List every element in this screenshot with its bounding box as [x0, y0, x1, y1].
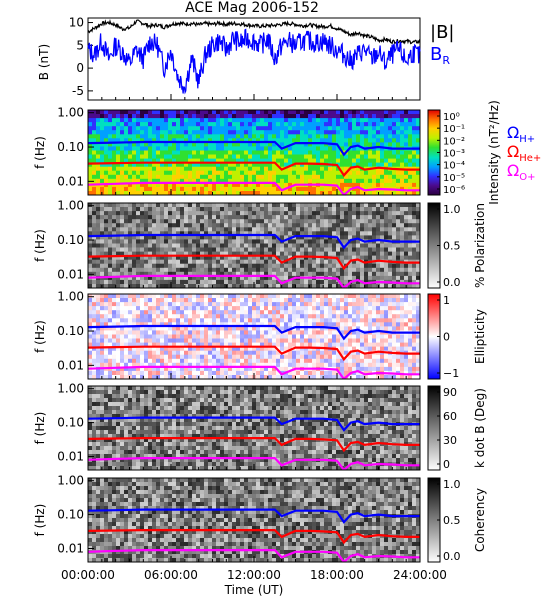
y-tick-label: 0.01 [57, 358, 84, 372]
trace-He-plus [88, 254, 420, 271]
power-panel: 1.000.100.01f (Hz)10⁰10⁻¹10⁻²10⁻³10⁻⁴10⁻… [33, 100, 501, 205]
y-tick-label: 0.10 [57, 324, 84, 338]
y-tick-label: 1.00 [57, 106, 84, 120]
colorbar-label: % Polarization [473, 203, 487, 288]
colorbar-label: Ellipticity [473, 309, 487, 364]
colorbar-tick-label: 60 [443, 410, 457, 423]
colorbar-tick-label: 90 [443, 386, 457, 399]
ellipticity-heatmap [88, 294, 420, 379]
trace-He-plus [88, 161, 420, 178]
y-tick-label: 1.00 [57, 382, 84, 396]
trace-He-plus [88, 345, 420, 362]
y-tick-label: 0.10 [57, 416, 84, 430]
x-tick-label: 12:00:00 [227, 568, 281, 582]
series-line-B-R [87, 28, 421, 95]
x-tick-label: 06:00:00 [144, 568, 198, 582]
colorbar-tick-label: 0.5 [443, 514, 461, 527]
colorbar-label: k dot B (Deg) [473, 388, 487, 468]
field-y-tick-label: -5 [72, 84, 84, 98]
colorbar-tick-label: 10⁰ [443, 112, 460, 123]
trace-H-plus [88, 233, 420, 250]
field-ylabel: B (nT) [37, 44, 51, 80]
colorbar-tick-label: 0.5 [443, 240, 461, 253]
ellipticity-panel: 1.00 0.10 0.01 f (Hz) 1 0 −1 Ellipticity [33, 290, 487, 380]
trace-H-plus [88, 416, 420, 432]
y-tick-label: 0.01 [57, 450, 84, 464]
trace-O-plus [88, 181, 420, 195]
colorbar-tick-label: 0.0 [443, 276, 461, 289]
y-tick-label: 0.01 [57, 174, 84, 188]
x-tick-label: 18:00:00 [310, 568, 364, 582]
y-tick-label: 0.01 [57, 267, 84, 281]
y-tick-label: 0.01 [57, 542, 84, 556]
colorbar-tick-label: 10⁻¹ [443, 124, 465, 135]
polarization-panel: 1.00 0.10 0.01 f (Hz) 1.0 0.5 0.0 % Polarizatio… [33, 199, 487, 289]
chart-title: ACE Mag 2006-152 [185, 0, 319, 16]
colorbar-tick-label: 30 [443, 434, 457, 447]
legend-B-R: BR [430, 44, 450, 67]
y-tick-label: 0.10 [57, 508, 84, 522]
colorbar-tick-label: 1.0 [443, 478, 461, 491]
x-tick-label: 24:00:00 [393, 568, 447, 582]
trace-H-plus [88, 324, 420, 341]
kdotb-panel: 1.00 0.10 0.01 f (Hz) 90 60 30 0 k dot B (Deg) [33, 382, 487, 471]
series-line-B-magnitude [87, 18, 421, 45]
colorbar-tick-label: 10⁻² [443, 136, 465, 147]
field-panel: B (nT) -5 0 5 10 |B| BR [37, 16, 454, 101]
y-axis-label: f (Hz) [33, 412, 47, 445]
x-axis-label: Time (UT) [224, 583, 284, 597]
field-y-ticks: -5 0 5 10 [69, 16, 93, 98]
colorbar-tick-label: 0.0 [443, 550, 461, 563]
trace-He-plus [88, 437, 420, 453]
y-axis-label: f (Hz) [33, 504, 47, 537]
colorbar-tick-label: 10⁻⁴ [443, 161, 465, 172]
spectral-panels: 1.000.100.01f (Hz)10⁰10⁻¹10⁻²10⁻³10⁻⁴10⁻… [33, 100, 501, 563]
colorbar-tick-label: 0 [443, 458, 450, 471]
y-axis-label: f (Hz) [33, 229, 47, 262]
y-tick-label: 1.00 [57, 474, 84, 488]
power-heatmap [88, 110, 420, 195]
field-y-tick-label: 0 [76, 61, 84, 75]
gyrofrequency-legend: ΩH+ ΩHe+ ΩO+ [507, 123, 541, 183]
y-tick-label: 0.10 [57, 140, 84, 154]
coherency-panel: 1.00 0.10 0.01 f (Hz) 1.0 0.5 0.0 Coherency [33, 474, 487, 563]
colorbar-label: Intensity (nT²/Hz) [487, 100, 501, 205]
trace-H-plus [88, 140, 420, 157]
y-axis-label: f (Hz) [33, 136, 47, 169]
time-axis: 00:00:00 06:00:00 12:00:00 18:00:00 24:00:00 [61, 94, 447, 582]
y-axis-label: f (Hz) [33, 320, 47, 353]
trace-O-plus [88, 457, 420, 470]
legend-omega-o: ΩO+ [507, 161, 535, 183]
y-tick-label: 0.10 [57, 233, 84, 247]
colorbar-tick-label: 10⁻⁶ [443, 185, 465, 196]
colorbar-tick-label: 1 [443, 294, 450, 307]
legend-B-magnitude: |B| [430, 22, 454, 43]
y-tick-label: 1.00 [57, 199, 84, 213]
trace-O-plus [88, 548, 420, 562]
field-y-tick-label: 10 [69, 16, 84, 30]
colorbar-label: Coherency [473, 488, 487, 552]
colorbar-tick-label: 0 [443, 331, 450, 344]
y-tick-label: 1.00 [57, 290, 84, 304]
trace-He-plus [88, 528, 420, 545]
colorbar-tick-label: 10⁻⁵ [443, 173, 465, 184]
x-tick-label: 00:00:00 [61, 568, 115, 582]
field-y-tick-label: 5 [76, 38, 84, 52]
trace-O-plus [88, 365, 420, 379]
colorbar-tick-label: −1 [443, 367, 459, 380]
kdotb-colorbar [427, 385, 441, 471]
colorbar-tick-label: 10⁻³ [443, 149, 465, 160]
trace-H-plus [88, 508, 420, 524]
trace-O-plus [88, 274, 420, 288]
colorbar-tick-label: 1.0 [443, 203, 461, 216]
field-frame [87, 17, 421, 101]
